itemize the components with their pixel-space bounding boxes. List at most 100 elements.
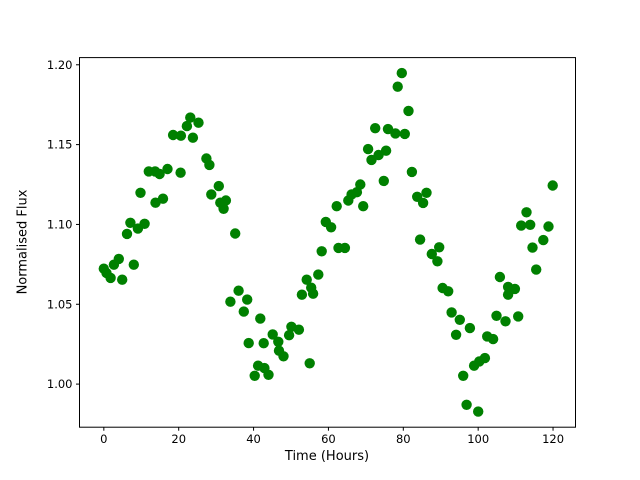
data-point xyxy=(255,313,266,324)
data-point xyxy=(396,67,407,79)
data-point xyxy=(494,271,506,283)
data-point xyxy=(355,179,366,190)
data-point xyxy=(509,283,521,295)
data-point xyxy=(502,289,514,300)
data-point xyxy=(218,203,229,214)
data-point xyxy=(175,167,186,178)
data-point xyxy=(370,123,381,134)
data-point xyxy=(458,370,469,381)
data-point xyxy=(273,336,284,347)
data-points-group xyxy=(98,67,558,417)
data-point xyxy=(479,352,491,364)
y-tick-label: 1.20 xyxy=(47,58,73,72)
y-tick-label: 1.15 xyxy=(47,138,73,152)
data-point xyxy=(181,120,193,132)
data-point xyxy=(500,316,511,327)
data-point xyxy=(421,187,432,198)
data-point xyxy=(454,314,465,325)
data-point xyxy=(121,228,133,240)
data-point xyxy=(516,220,527,231)
data-point xyxy=(296,289,308,300)
data-point xyxy=(243,337,254,349)
data-point xyxy=(187,132,199,143)
y-tick-label: 1.10 xyxy=(47,217,73,231)
data-point xyxy=(414,234,426,245)
data-point xyxy=(113,253,125,265)
data-point xyxy=(331,201,342,212)
data-point xyxy=(238,306,249,317)
data-point xyxy=(304,358,315,369)
data-point xyxy=(313,269,324,280)
data-point xyxy=(162,163,173,175)
x-tick-label: 40 xyxy=(246,432,261,446)
data-point xyxy=(125,217,136,228)
data-point xyxy=(461,399,472,410)
data-point xyxy=(175,130,187,141)
data-point xyxy=(283,330,295,341)
data-point xyxy=(362,143,374,155)
data-point xyxy=(392,81,403,92)
data-point xyxy=(450,329,462,340)
data-point xyxy=(464,322,476,334)
data-point xyxy=(233,285,244,296)
data-point xyxy=(406,166,418,178)
data-point xyxy=(135,187,146,198)
data-point xyxy=(491,310,502,321)
data-point xyxy=(220,195,232,206)
data-point xyxy=(358,201,369,212)
data-point xyxy=(390,128,401,139)
data-point xyxy=(531,264,542,275)
x-tick-label: 100 xyxy=(467,432,489,446)
data-point xyxy=(185,112,196,123)
data-point xyxy=(378,175,389,187)
data-point xyxy=(128,259,139,270)
data-point xyxy=(263,369,274,380)
y-tick-label: 1.05 xyxy=(47,297,73,311)
data-point xyxy=(167,129,179,141)
data-point xyxy=(105,272,116,284)
y-axis-label: Normalised Flux xyxy=(15,189,31,295)
data-point xyxy=(339,242,351,254)
data-point xyxy=(316,246,327,257)
x-tick-label: 60 xyxy=(321,432,336,446)
data-point xyxy=(278,351,289,362)
y-tick-label: 1.00 xyxy=(47,377,73,391)
data-point xyxy=(521,207,532,218)
data-point xyxy=(258,338,269,349)
data-point xyxy=(446,307,457,318)
data-point xyxy=(473,406,484,417)
x-tick-label: 80 xyxy=(396,432,411,446)
x-axis-label: Time (Hours) xyxy=(284,449,370,464)
data-point xyxy=(403,105,414,117)
data-point xyxy=(213,180,224,192)
data-point xyxy=(525,219,536,230)
data-point xyxy=(513,311,524,322)
data-point xyxy=(154,168,165,180)
data-point xyxy=(547,180,558,191)
data-point xyxy=(487,333,499,345)
data-point xyxy=(325,222,337,233)
data-point xyxy=(204,159,215,171)
data-point xyxy=(434,242,445,253)
data-point xyxy=(380,145,392,156)
x-tick-label: 120 xyxy=(542,432,564,446)
plot-frame-group xyxy=(79,57,576,428)
data-point xyxy=(157,193,169,204)
plot-frame xyxy=(79,57,576,428)
data-point xyxy=(230,228,241,239)
data-point xyxy=(307,288,319,299)
data-point xyxy=(443,286,454,297)
data-point xyxy=(139,218,150,229)
data-point xyxy=(538,234,549,246)
data-point xyxy=(117,274,128,285)
x-tick-label: 20 xyxy=(171,432,186,446)
data-point xyxy=(527,242,538,253)
data-point xyxy=(417,197,429,209)
data-point xyxy=(301,274,312,285)
data-point xyxy=(193,117,204,128)
data-point xyxy=(267,329,278,340)
data-point xyxy=(426,248,437,260)
data-point xyxy=(293,324,305,335)
